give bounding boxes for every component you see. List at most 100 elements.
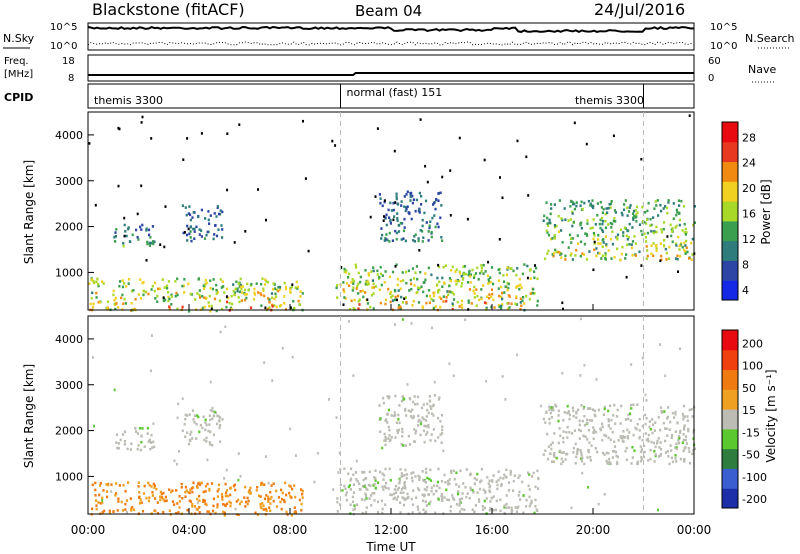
heatmap-cell [260, 481, 263, 485]
heatmap-cell [591, 199, 594, 202]
heatmap-cell [277, 289, 280, 293]
noise-right-label: N.Search [745, 32, 795, 45]
heatmap-cell [456, 300, 459, 304]
heatmap-cell [343, 290, 346, 294]
heatmap-cell [215, 283, 218, 287]
heatmap-cell [228, 301, 231, 305]
heatmap-cell [610, 257, 613, 260]
heatmap-cell [372, 307, 375, 310]
heatmap-cell [649, 224, 652, 227]
heatmap-cell [115, 433, 119, 436]
heatmap-cell [366, 488, 369, 491]
heatmap-cell [216, 291, 219, 294]
heatmap-cell [655, 247, 658, 250]
noise-left-label: N.Sky [3, 32, 35, 45]
heatmap-cell [455, 471, 458, 474]
heatmap-cell [501, 291, 504, 295]
heatmap-cell [437, 199, 440, 202]
heatmap-cell [268, 298, 271, 301]
heatmap-cell [283, 500, 286, 504]
colorbar-swatch [722, 468, 738, 489]
heatmap-cell [417, 239, 420, 243]
heatmap-cell [188, 232, 191, 236]
heatmap-cell [152, 240, 155, 243]
heatmap-cell [184, 206, 187, 209]
heatmap-cell [384, 302, 387, 306]
heatmap-cell [644, 422, 647, 426]
heatmap-cell [269, 497, 272, 501]
heatmap-cell [424, 199, 428, 203]
heatmap-cell [162, 498, 165, 501]
heatmap-cell [125, 285, 128, 288]
heatmap-cell [199, 296, 202, 299]
heatmap-cell [641, 424, 644, 428]
heatmap-cell [593, 240, 596, 244]
heatmap-cell [461, 282, 464, 285]
heatmap-cell [261, 502, 264, 505]
heatmap-cell [631, 446, 634, 449]
heatmap-cell [447, 293, 450, 297]
heatmap-cell [245, 500, 248, 504]
heatmap-cell [659, 259, 662, 263]
heatmap-cell [566, 425, 569, 429]
heatmap-cell [404, 498, 407, 501]
heatmap-cell [420, 203, 423, 206]
heatmap-cell [604, 252, 607, 255]
heatmap-cell [425, 425, 428, 428]
heatmap-cell [589, 407, 592, 410]
heatmap-cell [221, 236, 224, 239]
heatmap-cell [643, 221, 646, 224]
heatmap-cell [223, 503, 226, 507]
heatmap-cell [364, 492, 367, 496]
heatmap-cell [185, 414, 189, 417]
heatmap-cell [170, 303, 173, 306]
heatmap-cell [388, 240, 391, 243]
heatmap-cell [519, 297, 522, 301]
heatmap-cell [438, 396, 441, 399]
heatmap-cell [659, 441, 662, 444]
heatmap-cell [608, 460, 611, 464]
heatmap-cell [185, 489, 188, 492]
heatmap-cell [480, 270, 483, 273]
heatmap-cell [687, 427, 690, 431]
heatmap-cell [422, 479, 425, 482]
heatmap-cell [456, 280, 459, 283]
heatmap-cell [266, 307, 270, 311]
heatmap-cell [527, 471, 530, 475]
heatmap-cell [185, 233, 189, 237]
heatmap-cell [404, 407, 407, 411]
heatmap-cell [455, 283, 458, 286]
heatmap-cell [587, 428, 590, 432]
heatmap-cell [660, 258, 663, 262]
heatmap-cell [519, 308, 522, 311]
heatmap-cell [574, 442, 577, 446]
heatmap-cell [580, 451, 583, 454]
heatmap-cell [634, 209, 637, 212]
heatmap-cell [217, 228, 220, 231]
heatmap-cell [216, 489, 219, 493]
heatmap-cell [421, 230, 424, 233]
heatmap-cell [173, 459, 176, 463]
heatmap-cell [477, 498, 481, 501]
heatmap-cell [653, 429, 656, 432]
heatmap-cell [387, 396, 390, 400]
heatmap-cell [170, 295, 173, 298]
heatmap-cell [436, 276, 439, 280]
heatmap-cell [363, 470, 366, 474]
heatmap-cell [604, 226, 607, 230]
velocity-colorbar-label: Velocity [m s⁻¹] [764, 369, 778, 462]
heatmap-cell [114, 231, 117, 234]
heatmap-cell [364, 269, 367, 272]
heatmap-cell [650, 440, 653, 444]
heatmap-cell [188, 491, 191, 495]
heatmap-cell [667, 257, 671, 260]
heatmap-cell [500, 483, 503, 486]
heatmap-cell [607, 409, 610, 413]
heatmap-cell [494, 508, 497, 512]
heatmap-cell [564, 218, 567, 221]
heatmap-cell [394, 436, 397, 439]
heatmap-cell [137, 481, 140, 484]
heatmap-cell [480, 264, 483, 267]
heatmap-cell [365, 497, 368, 500]
heatmap-cell [417, 414, 420, 418]
